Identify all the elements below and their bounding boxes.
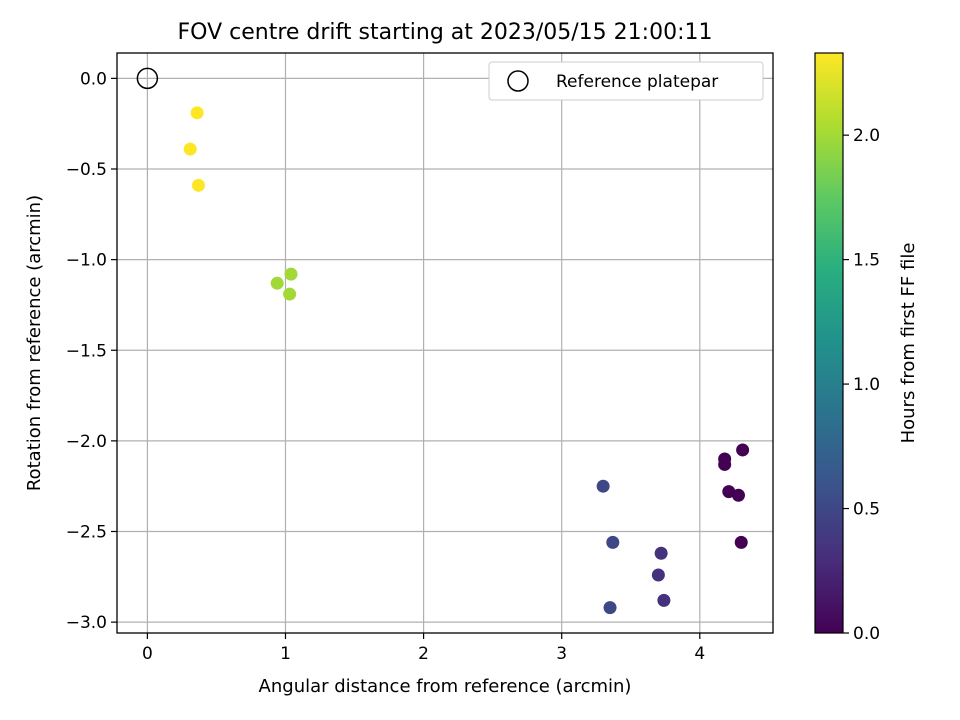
x-tick-label: 2 <box>418 644 429 664</box>
colorbar <box>814 52 844 634</box>
y-tick-label: −3.0 <box>66 613 107 633</box>
colorbar-tick-label: 0.5 <box>853 500 880 520</box>
reference-platepar-marker <box>136 67 159 90</box>
y-tick-label: −1.0 <box>66 251 107 271</box>
colorbar-tick-label: 2.0 <box>853 126 880 146</box>
data-point <box>734 535 748 549</box>
y-tick-label: −1.5 <box>66 341 107 361</box>
data-point <box>651 568 665 582</box>
data-point <box>191 178 205 192</box>
x-axis-label: Angular distance from reference (arcmin) <box>259 676 632 697</box>
legend: Reference platepar <box>488 61 764 101</box>
grid-lines <box>117 53 773 633</box>
data-point <box>596 479 610 493</box>
reference-marker-layer <box>136 67 159 90</box>
data-point <box>654 546 668 560</box>
data-point <box>736 443 750 457</box>
x-tick-label: 1 <box>280 644 291 664</box>
legend-reference-marker <box>507 70 529 92</box>
chart-title: FOV centre drift starting at 2023/05/15 … <box>178 20 713 45</box>
data-point <box>657 593 671 607</box>
data-point <box>606 535 620 549</box>
y-tick-label: −2.0 <box>66 432 107 452</box>
data-point <box>603 601 617 615</box>
colorbar-tick-label: 1.5 <box>853 251 880 271</box>
y-tick-label: −0.5 <box>66 160 107 180</box>
data-point <box>718 457 732 471</box>
data-points <box>183 106 750 615</box>
data-point <box>190 106 204 120</box>
plot-area-frame <box>116 52 774 634</box>
colorbar-ticks: 0.0 0.5 1.0 1.5 2.0 <box>843 126 880 644</box>
data-point <box>283 287 297 301</box>
x-tick-label: 3 <box>556 644 567 664</box>
data-point <box>183 142 197 156</box>
y-tick-label: −2.5 <box>66 523 107 543</box>
data-point <box>284 267 298 281</box>
legend-entry-reference-platepar: Reference platepar <box>556 72 718 92</box>
x-axis-ticks: 0 1 2 3 4 <box>142 633 705 664</box>
y-axis-ticks: 0.0 −0.5 −1.0 −1.5 −2.0 −2.5 −3.0 <box>66 69 117 633</box>
colorbar-label: Hours from first FF file <box>898 243 919 444</box>
colorbar-tick-label: 1.0 <box>853 375 880 395</box>
y-axis-label: Rotation from reference (arcmin) <box>24 195 45 491</box>
data-point <box>731 488 745 502</box>
legend-box <box>488 61 764 101</box>
x-tick-label: 4 <box>694 644 705 664</box>
y-tick-label: 0.0 <box>80 69 107 89</box>
x-tick-label: 0 <box>142 644 153 664</box>
data-point <box>270 276 284 290</box>
colorbar-tick-label: 0.0 <box>853 624 880 644</box>
